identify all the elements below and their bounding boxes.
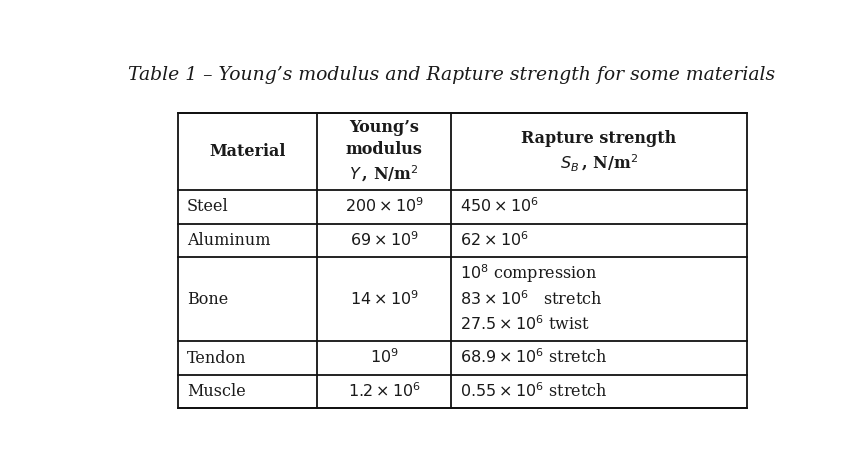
Text: $83\times10^{6}$   stretch: $83\times10^{6}$ stretch bbox=[460, 290, 602, 308]
Text: Young’s
modulus
$\mathit{Y}$ , N/m$^{2}$: Young’s modulus $\mathit{Y}$ , N/m$^{2}$ bbox=[346, 119, 423, 184]
Text: $200\times10^{9}$: $200\times10^{9}$ bbox=[344, 198, 424, 216]
Text: $14\times10^{9}$: $14\times10^{9}$ bbox=[350, 290, 419, 308]
Text: $69\times10^{9}$: $69\times10^{9}$ bbox=[350, 231, 419, 250]
Text: $1.2\times10^{6}$: $1.2\times10^{6}$ bbox=[348, 382, 420, 401]
Text: $27.5\times10^{6}$ twist: $27.5\times10^{6}$ twist bbox=[460, 315, 590, 334]
Text: $450\times10^{6}$: $450\times10^{6}$ bbox=[460, 198, 539, 216]
Text: Steel: Steel bbox=[186, 199, 229, 215]
Text: Tendon: Tendon bbox=[186, 350, 246, 367]
Text: Aluminum: Aluminum bbox=[186, 232, 270, 249]
Text: Material: Material bbox=[210, 143, 286, 160]
Text: Table 1 – Young’s modulus and Rapture strength for some materials: Table 1 – Young’s modulus and Rapture st… bbox=[128, 66, 775, 84]
Text: Bone: Bone bbox=[186, 291, 228, 308]
Text: $62\times10^{6}$: $62\times10^{6}$ bbox=[460, 231, 528, 250]
Text: $68.9\times10^{6}$ stretch: $68.9\times10^{6}$ stretch bbox=[460, 349, 608, 368]
Text: $10^{8}$ compression: $10^{8}$ compression bbox=[460, 263, 597, 285]
Text: Muscle: Muscle bbox=[186, 383, 246, 400]
Text: Rapture strength
$\mathit{S}_{B}$ , N/m$^{2}$: Rapture strength $\mathit{S}_{B}$ , N/m$… bbox=[521, 130, 677, 174]
Text: $0.55\times10^{6}$ stretch: $0.55\times10^{6}$ stretch bbox=[460, 382, 608, 401]
Text: $10^{9}$: $10^{9}$ bbox=[369, 349, 399, 368]
